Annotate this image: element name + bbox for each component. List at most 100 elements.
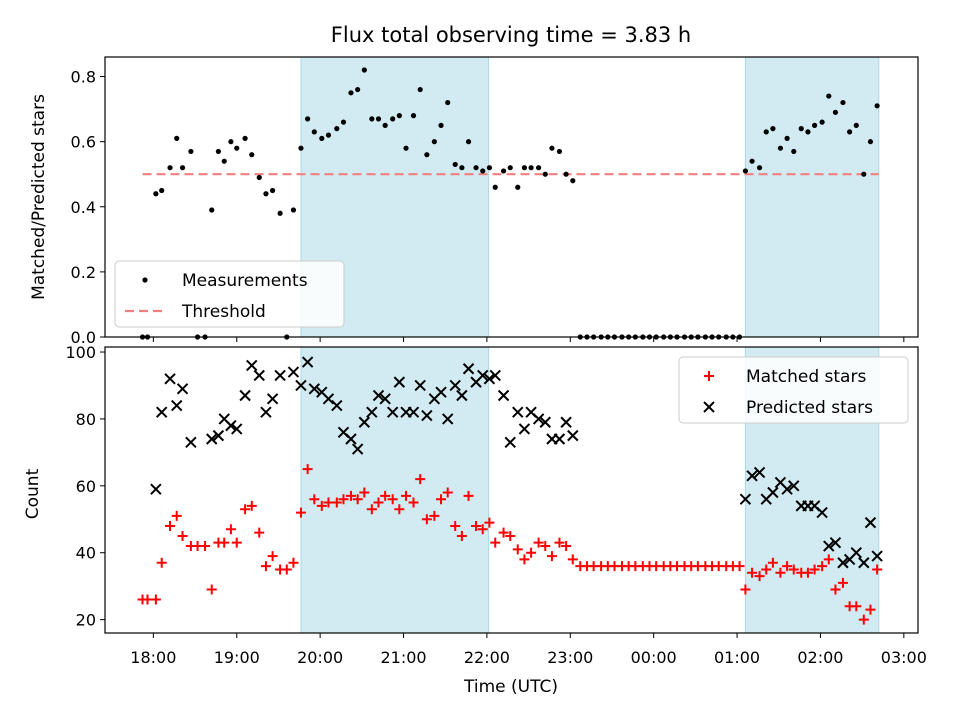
data-point (471, 520, 482, 531)
data-point (546, 551, 557, 562)
legend-label: Threshold (181, 302, 266, 322)
series-measurements (139, 67, 880, 340)
data-point (298, 145, 304, 151)
data-point (288, 557, 299, 568)
data-point (387, 494, 398, 505)
data-point (498, 527, 509, 538)
y-tick-label: 0.6 (71, 133, 96, 152)
x-tick-label: 00:00 (631, 648, 677, 667)
data-point (465, 139, 472, 145)
data-point (436, 494, 447, 505)
x-tick-label: 22:00 (464, 648, 510, 667)
data-point (394, 504, 405, 515)
data-point (739, 493, 752, 505)
x-tick-label: 20:00 (297, 648, 343, 667)
data-point (567, 429, 579, 442)
data-point (352, 494, 363, 505)
data-point (355, 86, 361, 93)
data-point (791, 148, 797, 155)
y-tick-label: 80 (76, 410, 96, 429)
shaded-interval (744, 56, 880, 338)
data-point (823, 540, 835, 552)
data-point (414, 379, 426, 392)
legend-box (678, 356, 909, 424)
data-point (519, 554, 530, 565)
data-point (266, 393, 279, 405)
x-tick-label: 19:00 (214, 648, 260, 667)
data-point (536, 165, 542, 171)
data-point (290, 207, 297, 213)
data-point (777, 145, 784, 151)
data-point (246, 500, 257, 511)
data-point (817, 561, 828, 572)
data-point (805, 129, 811, 135)
data-point (507, 165, 513, 171)
data-point (539, 416, 551, 428)
data-point (450, 520, 461, 531)
data-point (445, 99, 451, 106)
data-point (372, 389, 385, 402)
data-point (500, 168, 507, 174)
data-point (323, 497, 334, 508)
x-axis-label: Time (UTC) (463, 677, 558, 697)
legend-box (114, 260, 345, 328)
data-point (401, 490, 412, 501)
data-point (415, 474, 426, 485)
data-point (753, 466, 766, 479)
data-point (281, 564, 292, 575)
data-point (150, 483, 162, 495)
data-point (823, 554, 834, 565)
data-point (331, 399, 343, 412)
data-point (319, 135, 325, 141)
data-point (489, 369, 501, 382)
data-point (322, 393, 335, 405)
data-point (512, 544, 523, 555)
data-point (816, 506, 828, 519)
data-point (206, 433, 218, 445)
data-point (270, 187, 276, 194)
data-point (540, 541, 551, 552)
data-point (345, 490, 356, 501)
data-point (366, 504, 377, 515)
data-point (456, 389, 468, 402)
data-point (254, 527, 265, 538)
data-point (396, 113, 402, 119)
data-point (345, 433, 357, 445)
legend-marker (703, 401, 715, 413)
data-point (490, 537, 501, 548)
data-point (431, 139, 437, 145)
series-predicted-stars (150, 356, 883, 569)
data-point (386, 406, 399, 418)
data-point (361, 67, 367, 73)
x-tick-label: 02:00 (797, 648, 843, 667)
data-point (858, 614, 869, 625)
legend-label: Predicted stars (746, 398, 873, 418)
data-point (749, 158, 755, 164)
plot-layer: 0.0 0.2 0.4 0.6 0.8 Measurements Threshold 20 40… (65, 56, 927, 667)
legend: Measurements Threshold (114, 260, 345, 328)
legend-label: Measurements (182, 271, 308, 291)
data-point (871, 550, 883, 562)
data-point (225, 419, 237, 432)
data-point (819, 119, 825, 125)
data-point (206, 584, 217, 595)
data-point (438, 122, 444, 128)
data-point (761, 564, 772, 575)
y-tick-label: 100 (65, 343, 96, 362)
data-point (532, 413, 545, 425)
data-point (747, 567, 758, 578)
data-point (802, 567, 813, 578)
data-point (486, 165, 493, 171)
data-point (782, 561, 793, 572)
data-point (826, 93, 832, 99)
data-point (417, 86, 423, 93)
data-point (403, 145, 409, 151)
data-point (512, 406, 524, 418)
data-point (858, 557, 870, 569)
data-point (556, 148, 563, 155)
data-point (393, 376, 406, 388)
data-point (830, 584, 841, 595)
top-y-axis-label: Matched/Predicted stars (29, 94, 49, 300)
data-point (449, 379, 461, 392)
data-point (515, 184, 521, 190)
